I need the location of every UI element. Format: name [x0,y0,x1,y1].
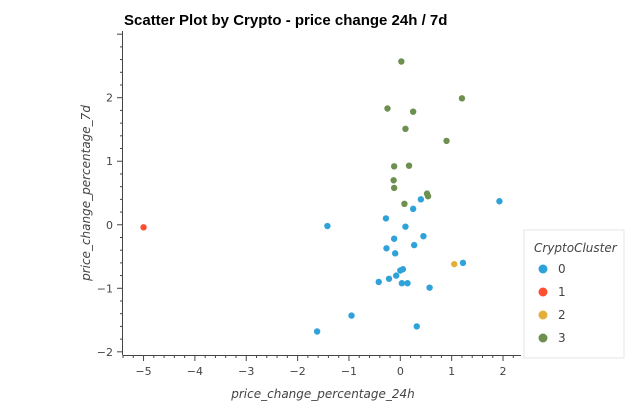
point-cluster-0 [398,280,406,287]
y-tick-label: 0 [106,219,113,232]
point-cluster-0 [402,223,409,230]
point-cluster-3 [390,177,397,184]
point-cluster-0 [413,323,420,330]
point-cluster-0 [313,328,321,335]
legend-marker [538,287,548,297]
legend-marker [538,310,548,320]
point-cluster-1 [140,224,147,231]
y-axis-ticks: −2 −1 0 1 2 [97,33,123,359]
x-tick-label: −4 [187,365,203,378]
point-cluster-3 [398,58,405,65]
point-cluster-0 [375,278,382,286]
legend: CryptoCluster 0 1 2 3 [523,229,625,359]
point-cluster-0 [382,215,390,222]
x-tick-label: 1 [448,365,455,378]
legend-label: 2 [558,308,566,322]
point-cluster-0 [399,266,407,273]
plot-background [123,31,521,355]
point-cluster-0 [383,245,390,252]
legend-label: 0 [558,262,566,276]
x-tick-label: −5 [135,365,151,378]
point-cluster-0 [348,312,355,319]
x-tick-label: −3 [238,365,254,378]
legend-items: 0 1 2 3 [538,262,566,345]
x-axis-label: price_change_percentage_24h [230,387,414,401]
point-cluster-3 [401,200,408,207]
plot-area: −5 −4 −3 −2 −1 0 1 2 −2 −1 0 1 2 [97,31,521,378]
point-cluster-0 [404,280,411,287]
point-cluster-0 [409,205,417,213]
point-cluster-0 [420,233,427,240]
y-tick-label: −2 [97,346,113,359]
point-cluster-0 [496,198,503,205]
point-cluster-0 [426,284,433,291]
point-cluster-0 [390,235,398,242]
x-tick-label: −1 [341,365,357,378]
x-axis-ticks: −5 −4 −3 −2 −1 0 1 2 [122,355,514,378]
point-cluster-0 [391,250,399,257]
point-cluster-0 [459,259,467,267]
legend-title: CryptoCluster [534,241,618,255]
point-cluster-3 [402,125,409,133]
point-cluster-0 [385,275,393,282]
legend-label: 3 [558,331,566,345]
point-cluster-3 [390,184,398,192]
chart-title: Scatter Plot by Crypto - price change 24… [124,12,447,29]
point-cluster-3 [384,105,391,112]
legend-label: 1 [558,285,566,299]
point-cluster-3 [409,108,417,115]
point-cluster-0 [410,241,418,249]
point-cluster-3 [424,192,432,200]
point-cluster-3 [390,163,398,170]
point-cluster-3 [405,162,413,169]
x-tick-label: 2 [500,365,507,378]
point-cluster-0 [393,272,400,279]
data-points [140,58,503,335]
x-tick-label: 0 [397,365,404,378]
y-tick-label: 1 [106,155,113,168]
point-cluster-2 [451,260,458,268]
point-cluster-3 [443,137,450,145]
legend-marker [538,264,548,274]
x-tick-label: −2 [289,365,305,378]
y-tick-label: −1 [97,282,113,295]
point-cluster-0 [324,222,331,230]
legend-marker [538,333,548,343]
y-tick-label: 2 [106,92,113,105]
point-cluster-3 [458,95,466,102]
y-axis-label: price_change_percentage_7d [79,105,93,282]
point-cluster-0 [417,196,425,203]
